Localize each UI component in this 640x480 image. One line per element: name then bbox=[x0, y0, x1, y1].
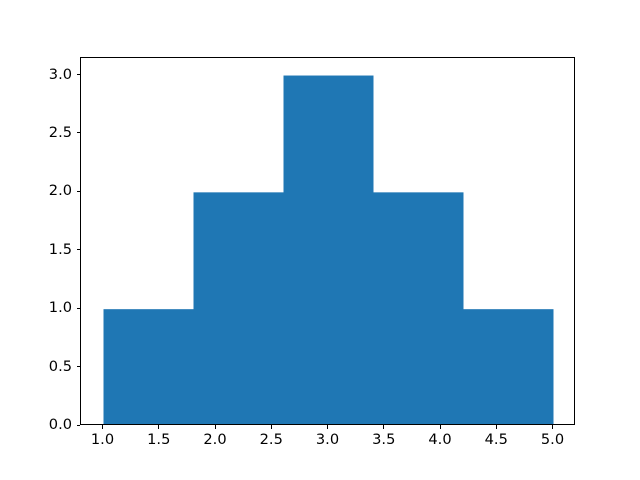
y-tick-label: 0.5 bbox=[48, 357, 72, 375]
y-tick-mark bbox=[76, 249, 80, 251]
y-tick-label: 2.0 bbox=[48, 182, 72, 200]
y-tick-mark bbox=[76, 307, 80, 309]
histogram-bars bbox=[103, 75, 554, 424]
x-tick-label: 2.5 bbox=[259, 431, 283, 448]
x-tick-mark bbox=[552, 425, 553, 429]
x-tick-mark bbox=[102, 425, 103, 429]
x-tick-mark bbox=[158, 425, 160, 429]
y-tick-mark bbox=[76, 424, 80, 426]
x-tick-label: 3.5 bbox=[372, 431, 396, 448]
histogram-bar bbox=[283, 75, 374, 424]
y-tick-label: 3.0 bbox=[48, 65, 72, 83]
x-tick-label: 4.5 bbox=[484, 431, 508, 448]
x-tick-mark bbox=[214, 425, 216, 429]
x-tick-mark bbox=[495, 425, 497, 429]
x-tick-label: 3.0 bbox=[315, 431, 340, 448]
y-tick-mark bbox=[76, 74, 80, 76]
x-tick-label: 4.0 bbox=[428, 431, 452, 448]
x-tick-label: 1.0 bbox=[90, 431, 115, 448]
y-tick-mark bbox=[76, 190, 80, 192]
histogram-bar bbox=[193, 192, 284, 424]
histogram-bar bbox=[463, 309, 554, 424]
x-tick-mark bbox=[439, 425, 441, 429]
x-tick-mark bbox=[270, 425, 272, 429]
x-tick-label: 5.0 bbox=[540, 431, 565, 448]
x-tick-mark bbox=[383, 425, 385, 429]
histogram-bar bbox=[373, 192, 464, 424]
y-tick-label: 1.5 bbox=[48, 240, 72, 258]
y-tick-label: 0.0 bbox=[48, 416, 72, 433]
y-tick-label: 2.5 bbox=[48, 123, 72, 141]
y-tick-mark bbox=[76, 366, 80, 368]
y-tick-mark bbox=[76, 132, 80, 134]
y-tick-label: 1.0 bbox=[48, 299, 72, 317]
histogram-bar bbox=[103, 309, 194, 424]
x-tick-label: 1.5 bbox=[147, 431, 171, 448]
plot-axes bbox=[80, 57, 575, 425]
x-tick-label: 2.0 bbox=[203, 431, 227, 448]
x-tick-mark bbox=[327, 425, 328, 429]
